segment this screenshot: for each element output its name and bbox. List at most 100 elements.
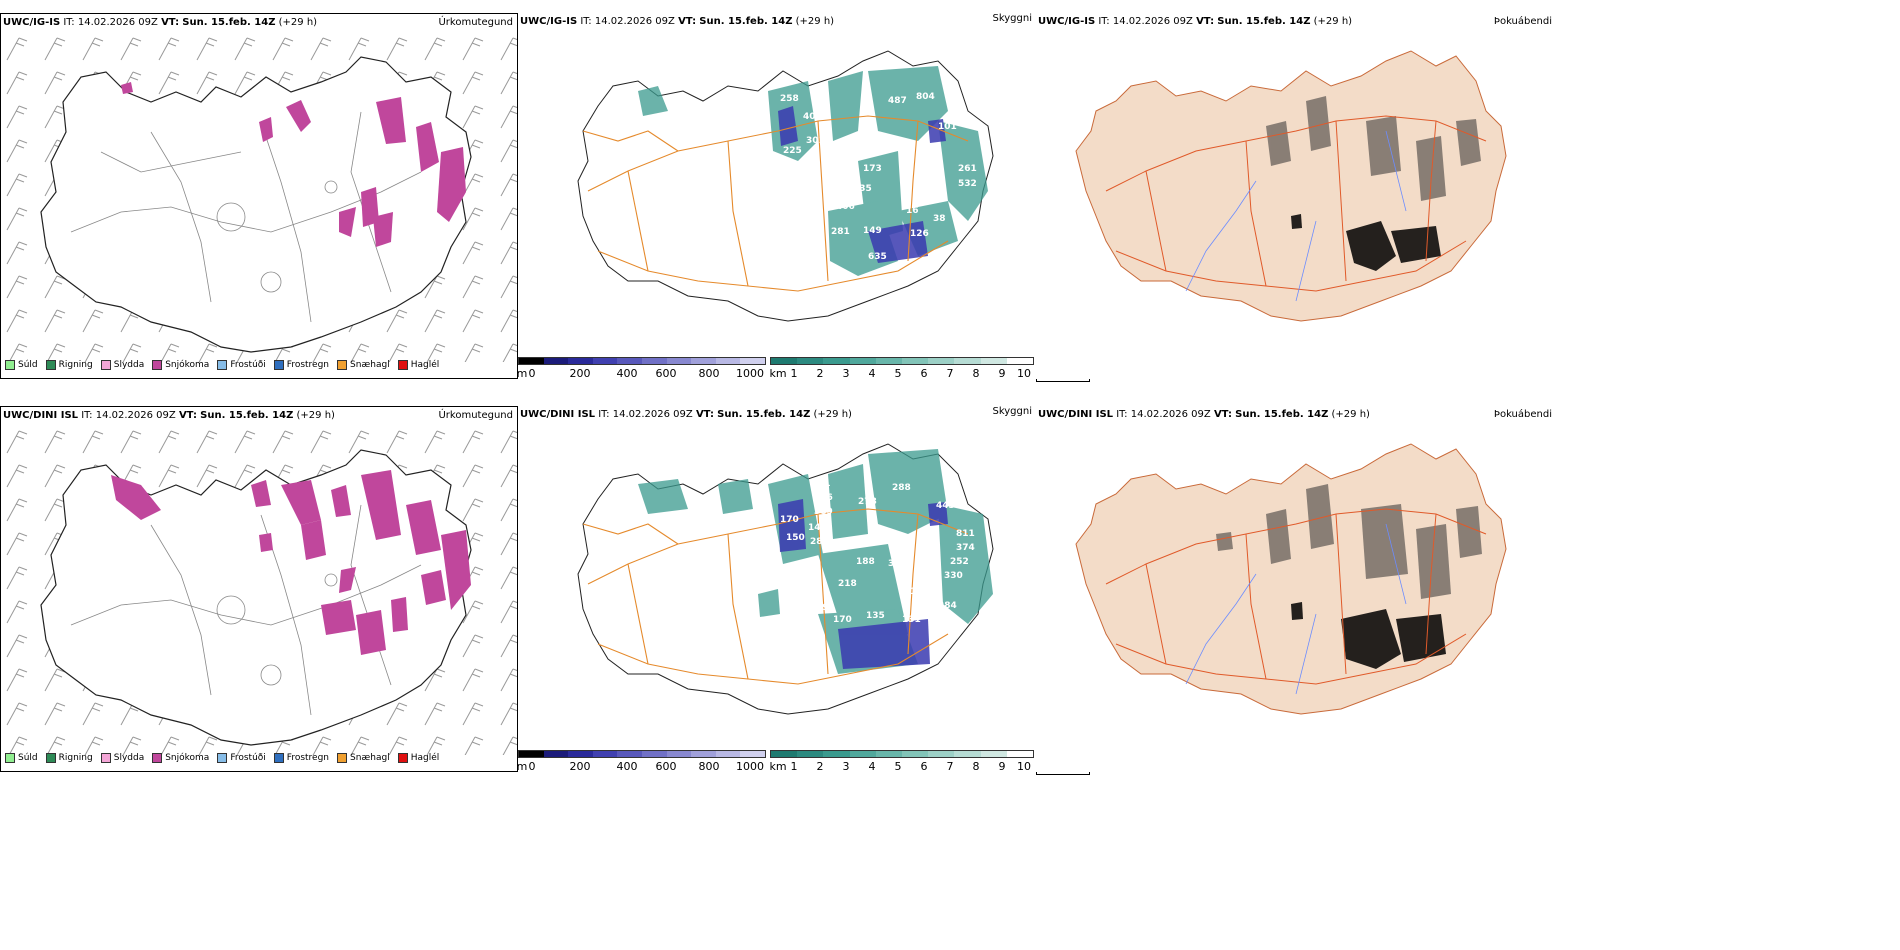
scale-tick: 8 — [972, 760, 980, 773]
scale-tick: 200 — [569, 367, 591, 380]
scale-tick: 1 — [790, 760, 798, 773]
legend-swatch — [100, 360, 111, 370]
low-visibility-areas — [638, 66, 988, 276]
vis-label: 284 — [810, 537, 829, 547]
visibility-value-labels: 71 586 389 170 150 149 284 278 288 443 2… — [780, 479, 975, 625]
scale-tick: 1000 — [736, 367, 764, 380]
vis-label: 301 — [806, 136, 825, 146]
height-scale: m 0 200 400 600 800 1000 — [517, 750, 766, 782]
legend-item: Slydda — [100, 360, 144, 370]
scale-tick: 0 — [528, 760, 536, 773]
scale-tick: 8 — [972, 367, 980, 380]
km-scale-ticks: km 1 2 3 4 5 6 7 8 9 10 — [769, 367, 1034, 381]
fog-index-panel-1: UWC/IG-IS IT: 14.02.2026 09Z VT: Sun. 15… — [1036, 13, 1556, 379]
km-scale-bar — [770, 750, 1034, 758]
legend-item: Snjókoma — [152, 360, 209, 370]
panel-title: UWC/DINI ISL IT: 14.02.2026 09Z VT: Sun.… — [520, 409, 852, 420]
scale-tick: 800 — [698, 367, 720, 380]
precip-type-panel-1: UWC/IG-IS IT: 14.02.2026 09Z VT: Sun. 15… — [0, 13, 518, 379]
precip-legend: Súld Rigning Slydda Snjókoma Frostúði Fr… — [5, 360, 439, 370]
vis-label: 261 — [958, 164, 977, 174]
scale-tick: 5 — [894, 367, 902, 380]
visibility-panel-1: UWC/IG-IS IT: 14.02.2026 09Z VT: Sun. 15… — [517, 13, 1090, 382]
vis-label: 443 — [936, 501, 955, 511]
vis-label: 811 — [956, 529, 975, 539]
scale-tick: 600 — [655, 367, 677, 380]
height-scale-ticks: m 0 200 400 600 800 1000 — [517, 760, 766, 774]
scale-tick: 9 — [998, 367, 1006, 380]
km-scale-ticks: km 1 2 3 4 5 6 7 8 9 10 — [769, 760, 1034, 774]
scale-tick: 2 — [816, 367, 824, 380]
vis-label: 173 — [863, 164, 882, 174]
vis-label: 586 — [814, 493, 833, 503]
vis-label: 252 — [950, 557, 969, 567]
precip-legend: Súld Rigning Slydda Snjókoma Frostúði Fr… — [5, 753, 439, 763]
fog-map — [1075, 50, 1507, 322]
vis-label: 188 — [856, 557, 875, 567]
vis-label: 131 — [902, 615, 921, 625]
vis-label: 150 — [786, 533, 805, 543]
legend-item: Snæhagl — [337, 360, 390, 370]
legend-item: Slydda — [100, 753, 144, 763]
legend-item: Rigning — [45, 753, 93, 763]
km-scale: km 1 2 3 4 5 6 7 8 9 10 — [769, 750, 1034, 782]
km-scale: km 1 2 3 4 5 6 7 8 9 10 — [769, 357, 1034, 389]
visibility-value-labels: 258 403 301 225 487 804 101 261 532 173 … — [780, 92, 977, 262]
visibility-map: 71 586 389 170 150 149 284 278 288 443 2… — [577, 443, 994, 715]
vis-label: 71 — [818, 479, 831, 489]
vis-label: 330 — [944, 571, 963, 581]
scale-tick: 1 — [790, 367, 798, 380]
legend-swatch — [337, 360, 348, 370]
vis-label: 180 — [910, 587, 929, 597]
scale-tick: 800 — [698, 760, 720, 773]
scale-tick: 9 — [998, 760, 1006, 773]
vis-label: 258 — [780, 94, 799, 104]
roads — [582, 508, 969, 685]
visibility-panel-2: UWC/DINI ISL IT: 14.02.2026 09Z VT: Sun.… — [517, 406, 1090, 775]
precip-map — [1, 32, 517, 362]
scale-tick: 400 — [616, 760, 638, 773]
roads — [1105, 508, 1487, 685]
scale-tick: 1000 — [736, 760, 764, 773]
panel-title: UWC/IG-IS IT: 14.02.2026 09Z VT: Sun. 15… — [3, 17, 318, 28]
vis-label: 170 — [780, 515, 799, 525]
legend-swatch — [337, 753, 348, 763]
panel-title: UWC/DINI ISL IT: 14.02.2026 09Z VT: Sun.… — [3, 410, 335, 421]
fog-index-panel-2: UWC/DINI ISL IT: 14.02.2026 09Z VT: Sun.… — [1036, 406, 1556, 772]
vis-label: 288 — [892, 483, 911, 493]
legend-swatch — [5, 360, 15, 370]
vis-label: 225 — [783, 146, 802, 156]
vis-label: 532 — [958, 179, 977, 189]
height-scale-bar — [518, 357, 766, 365]
vis-label: 170 — [833, 615, 852, 625]
vis-label: 235 — [853, 184, 872, 194]
legend-item: Rigning — [45, 360, 93, 370]
legend-swatch — [397, 753, 408, 763]
legend-item: Haglél — [397, 360, 439, 370]
vis-label: 16 — [906, 206, 919, 216]
variable-name: Úrkomutegund — [438, 17, 513, 28]
legend-item: Súld — [5, 360, 38, 370]
legend-swatch — [217, 753, 228, 763]
rivers — [1185, 130, 1407, 302]
legend-swatch — [45, 753, 56, 763]
legend-item: Snjókoma — [152, 753, 209, 763]
vis-label: 284 — [938, 601, 957, 611]
fog-shading — [1266, 96, 1481, 201]
roads-lines — [70, 504, 422, 716]
legend-swatch — [273, 753, 284, 763]
vis-label: 804 — [916, 92, 935, 102]
scale-tick: 6 — [920, 367, 928, 380]
legend-swatch — [152, 360, 163, 370]
variable-name: Þokuábendi — [1493, 409, 1552, 420]
panel-title: UWC/IG-IS IT: 14.02.2026 09Z VT: Sun. 15… — [1038, 16, 1353, 27]
scale-tick: 3 — [842, 760, 850, 773]
km-scale-bar — [770, 357, 1034, 365]
variable-name: Úrkomutegund — [438, 410, 513, 421]
scale-tick: 600 — [655, 760, 677, 773]
vis-label: 406 — [836, 202, 855, 212]
roads — [1105, 115, 1487, 292]
legend-swatch — [397, 360, 408, 370]
scale-tick: 400 — [616, 367, 638, 380]
variable-name: Skyggni — [992, 406, 1032, 417]
